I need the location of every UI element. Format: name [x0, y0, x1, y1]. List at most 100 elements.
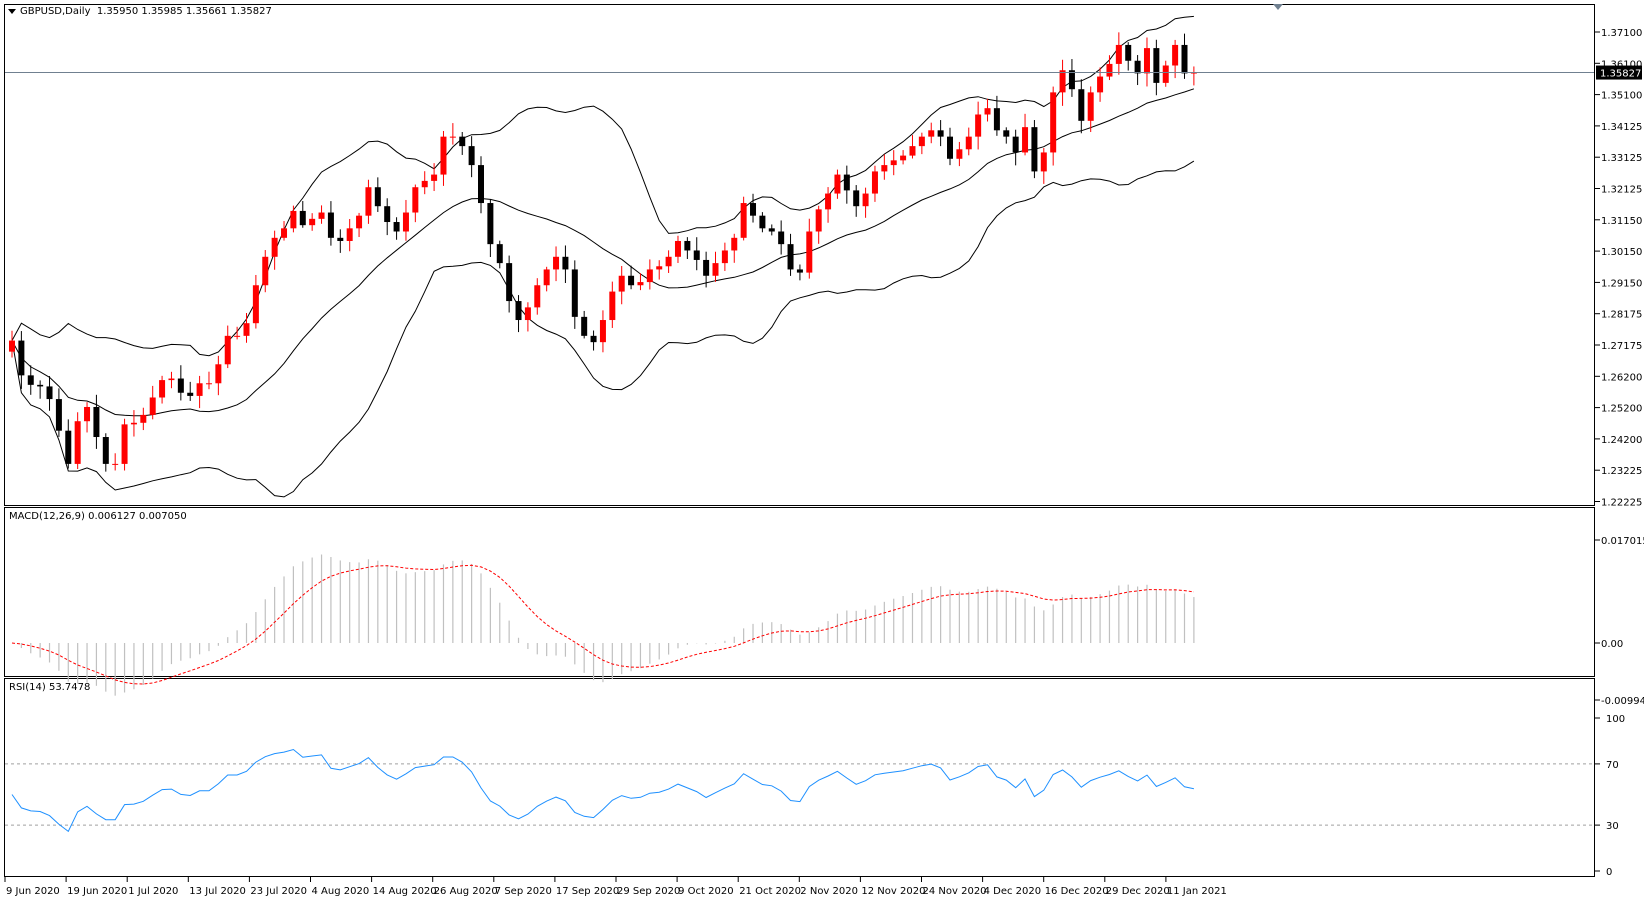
candle [834, 169, 841, 199]
axis-layer: 1.35827 1.37100 1.36100 1.35100 1.34125 1.331… [4, 28, 1644, 897]
date-tick-label: 2 Nov 2020 [800, 886, 858, 897]
candle [449, 123, 456, 145]
candle-body [768, 228, 775, 232]
candle-body [346, 228, 353, 241]
candle [787, 233, 794, 276]
candle-body [890, 160, 897, 166]
price-tick-label: 1.32125 [1601, 185, 1642, 196]
candle [365, 179, 372, 224]
candle-body [1040, 152, 1047, 172]
rsi-tick-label: 70 [1606, 760, 1619, 771]
candle [271, 230, 278, 270]
macd-tick-label: 0.00 [1601, 639, 1623, 650]
candle [599, 310, 606, 353]
candle [637, 273, 644, 291]
candle-body [665, 256, 672, 267]
candle-body [524, 307, 531, 321]
candle-body [628, 275, 635, 286]
candle-body [224, 335, 231, 365]
candle [393, 217, 400, 240]
candle-body [412, 187, 419, 213]
candle [900, 150, 907, 165]
candle [1012, 129, 1019, 166]
price-tick-label: 1.30150 [1601, 247, 1642, 258]
candle [459, 132, 466, 155]
candle-body [318, 212, 325, 219]
candle-body [1097, 76, 1104, 93]
candle [18, 331, 25, 389]
candle-body [93, 406, 100, 438]
candle-body [815, 209, 822, 232]
candle-body [243, 323, 250, 336]
candle [55, 388, 62, 437]
candle [121, 418, 128, 471]
candle-body [159, 380, 166, 398]
price-tick-label: 1.29150 [1601, 278, 1642, 289]
candle [318, 205, 325, 224]
candle-body [609, 291, 616, 321]
candle-body [327, 212, 334, 238]
candle [159, 375, 166, 404]
candle [506, 255, 513, 313]
candle [1115, 32, 1122, 75]
candle-body [909, 146, 916, 156]
candle [309, 213, 316, 231]
chart-shift-marker[interactable] [1273, 4, 1283, 10]
candle [853, 185, 860, 217]
candle-body [496, 244, 503, 264]
candle-body [693, 250, 700, 260]
date-tick-label: 7 Sep 2020 [495, 886, 552, 897]
candle [84, 402, 91, 433]
candle [187, 381, 194, 401]
candle [759, 212, 766, 233]
date-tick-label: 14 Aug 2020 [373, 886, 437, 897]
candle-body [74, 421, 81, 464]
candle-body [590, 335, 597, 343]
candle-body [947, 136, 953, 159]
macd-header: MACD(12,26,9) 0.006127 0.007050 [9, 511, 187, 522]
candle [140, 407, 147, 431]
price-tick-label: 1.27175 [1601, 341, 1642, 352]
candle [37, 380, 44, 399]
candle-body [1115, 44, 1122, 64]
price-tick-label: 1.23225 [1601, 466, 1642, 477]
candle-body [271, 237, 278, 257]
date-tick-label: 13 Jul 2020 [189, 886, 246, 897]
candle-body [1153, 48, 1160, 83]
candle-body [421, 180, 428, 188]
candle-body [393, 222, 400, 232]
candle-body [299, 210, 306, 226]
candle-body [731, 237, 738, 251]
candle-body [1012, 136, 1019, 153]
candle-body [571, 269, 578, 317]
dropdown-arrow-icon[interactable] [8, 8, 16, 14]
price-tick-label: 1.37100 [1601, 28, 1642, 39]
date-tick-label: 1 Jul 2020 [128, 886, 178, 897]
candle [562, 245, 569, 284]
candle-body [806, 231, 813, 273]
candle-body [853, 190, 860, 207]
candle-body [975, 114, 982, 137]
candle [778, 220, 785, 255]
candle [234, 326, 241, 340]
candle [243, 313, 250, 343]
candle [947, 127, 953, 166]
candle [656, 260, 663, 280]
candle [993, 95, 1000, 136]
candle [281, 221, 288, 241]
price-tick-label: 1.24200 [1601, 435, 1642, 446]
candle [130, 410, 137, 437]
candle-body [656, 266, 663, 270]
candle [168, 371, 175, 389]
candle [1172, 39, 1179, 79]
candle-body [337, 237, 344, 241]
candle [299, 201, 306, 228]
candle-body [1134, 60, 1141, 74]
rsi-tick-label: 30 [1606, 821, 1619, 832]
candle-body [234, 335, 241, 337]
candle [374, 177, 381, 212]
candle-body [1003, 130, 1010, 137]
candle-body [215, 364, 222, 384]
candle-body [1087, 92, 1094, 121]
candle [825, 187, 832, 223]
